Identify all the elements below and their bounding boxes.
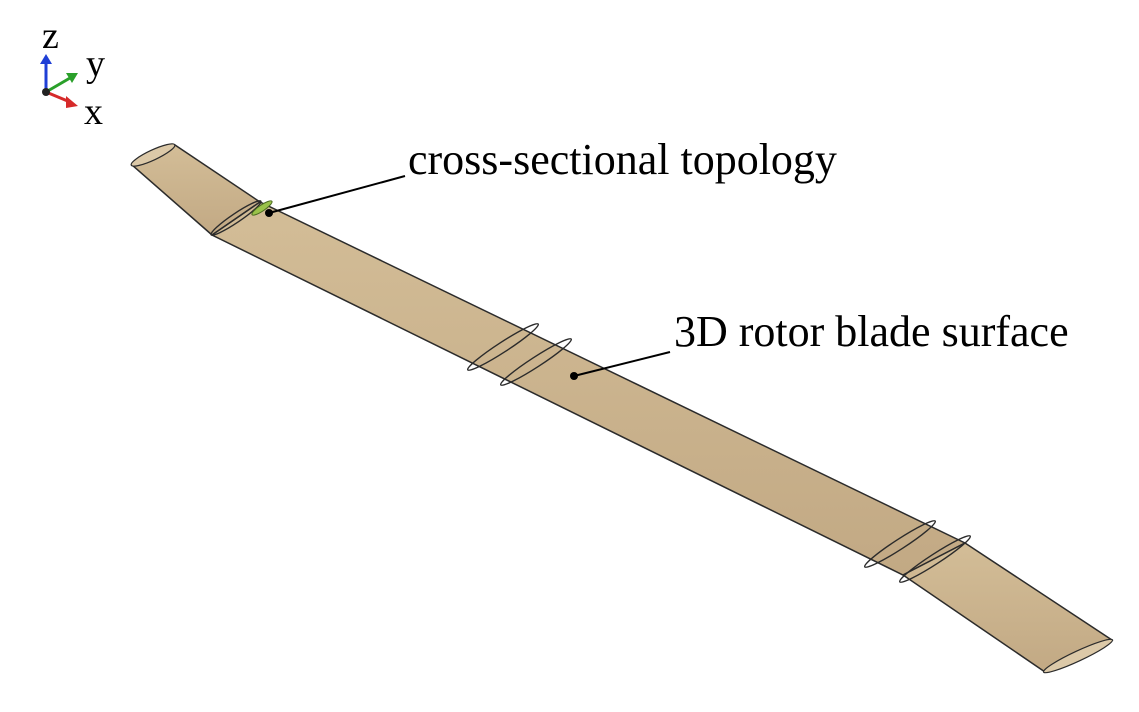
mid-cross-section-1 — [466, 323, 540, 371]
callout-surface: 3D rotor blade surface — [570, 307, 1069, 380]
outer-cross-section-2 — [898, 535, 972, 583]
blade-main-span — [210, 201, 967, 576]
surface-leader-dot — [570, 372, 578, 380]
z-axis-label: z — [42, 15, 59, 57]
blade-tip-cap — [1042, 638, 1114, 674]
y-axis-arrowhead — [66, 73, 78, 83]
topology-leader-line — [268, 175, 406, 214]
axis-origin — [42, 88, 50, 96]
z-axis-arrowhead — [40, 54, 52, 64]
y-axis-arrow — [45, 76, 71, 94]
callout-topology: cross-sectional topology — [265, 135, 837, 217]
surface-leader-line — [573, 351, 671, 377]
topology-label: cross-sectional topology — [408, 135, 837, 184]
x-axis-arrowhead — [66, 96, 78, 108]
mid-cross-section-2 — [499, 338, 573, 386]
outer-cross-section-1 — [863, 520, 937, 568]
y-axis-label: y — [86, 43, 105, 85]
rotor-blade-surface — [130, 143, 1114, 674]
axis-triad: z y x — [40, 15, 105, 133]
x-axis-label: x — [84, 91, 103, 133]
blade-root-cap — [130, 143, 176, 167]
topology-leader-dot — [265, 209, 273, 217]
root-cross-section — [210, 200, 262, 236]
surface-label: 3D rotor blade surface — [674, 307, 1069, 356]
root-cross-section-inner — [251, 200, 273, 216]
